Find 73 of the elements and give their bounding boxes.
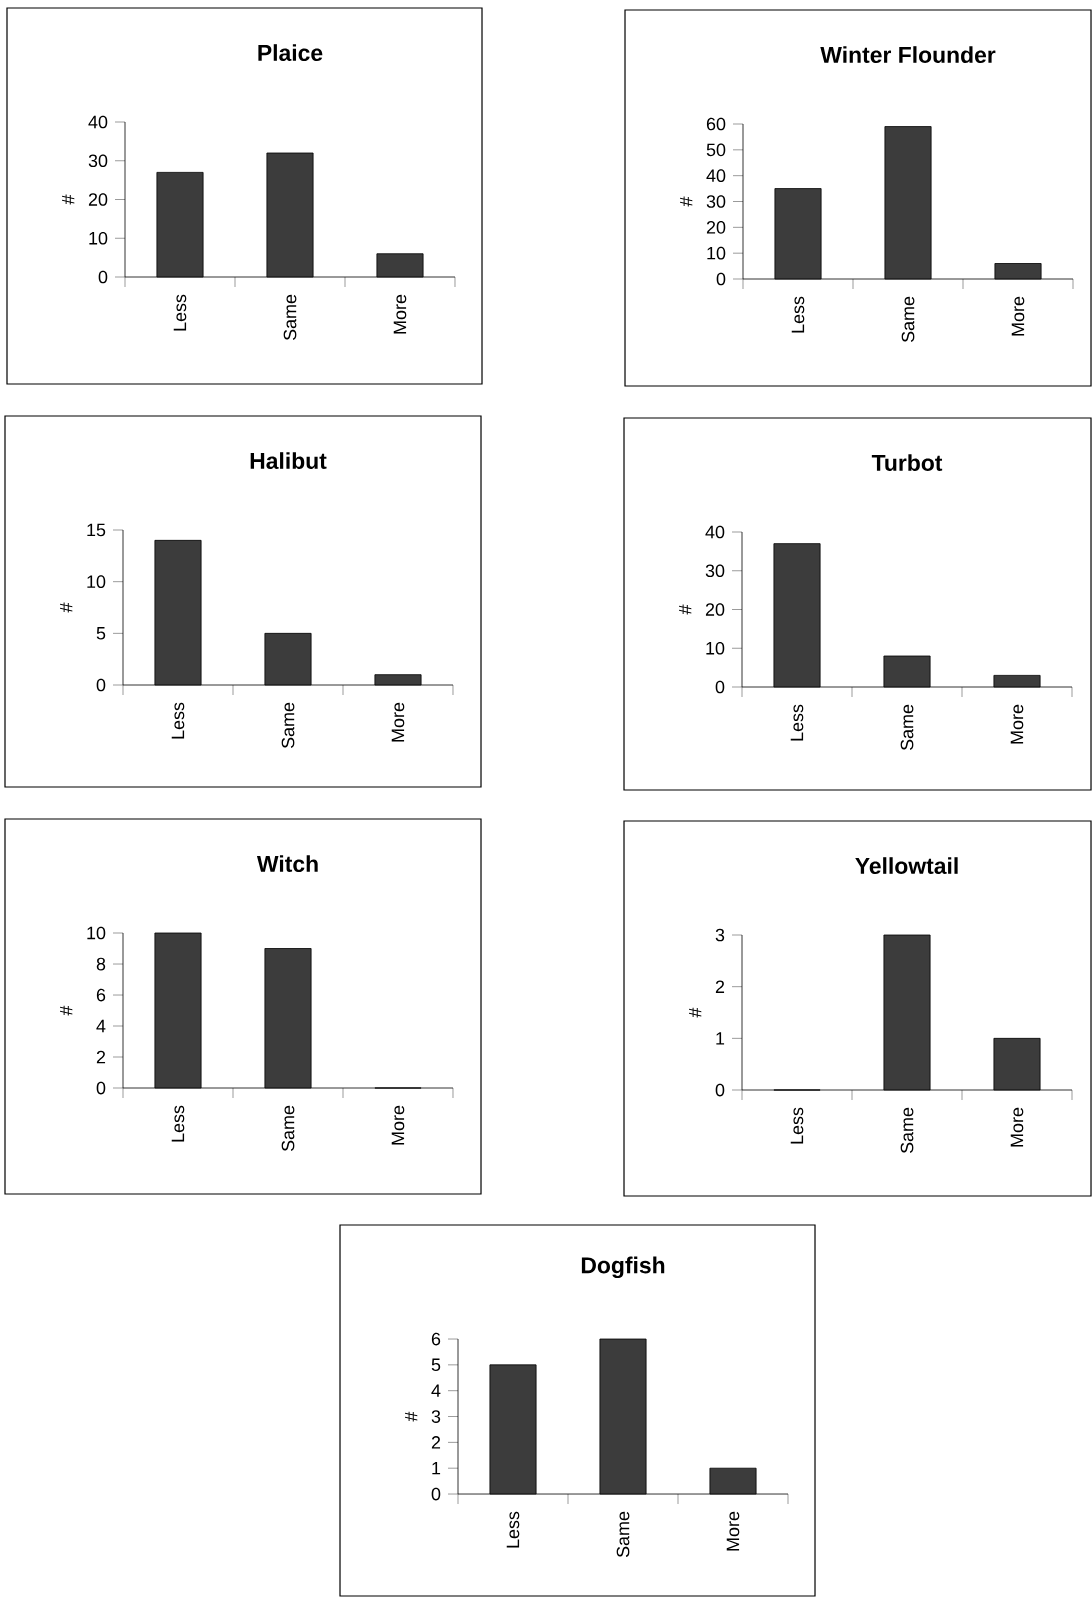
chart-title: Witch bbox=[256, 855, 318, 873]
x-tick-label: Less bbox=[790, 704, 804, 741]
x-tick-label: Less bbox=[790, 1107, 804, 1144]
y-tick-label: 6 bbox=[431, 1332, 441, 1346]
y-tick-label: 0 bbox=[98, 270, 108, 284]
x-tick-label: Less bbox=[171, 1105, 185, 1142]
y-tick-label: 4 bbox=[96, 1019, 106, 1033]
y-tick-label: 10 bbox=[87, 575, 106, 589]
y-tick-label: 3 bbox=[431, 1410, 441, 1423]
x-tick-label: Same bbox=[283, 294, 297, 341]
y-tick-label: 6 bbox=[96, 988, 106, 1002]
x-tick-label: Less bbox=[791, 296, 805, 333]
x-tick-label: Less bbox=[506, 1511, 520, 1548]
y-tick-label: 2 bbox=[431, 1436, 441, 1449]
x-tick-label: Same bbox=[900, 704, 914, 751]
y-tick-label: 2 bbox=[96, 1050, 106, 1064]
y-tick-label: 3 bbox=[715, 928, 725, 942]
y-tick-label: 40 bbox=[705, 525, 725, 539]
chart-title: Plaice bbox=[258, 44, 323, 61]
y-tick-label: 0 bbox=[716, 272, 726, 286]
y-tick-label: 60 bbox=[706, 117, 726, 131]
y-tick-label: 10 bbox=[89, 231, 108, 245]
y-tick-label: 10 bbox=[87, 926, 106, 940]
x-tick-label: Same bbox=[900, 1107, 914, 1154]
x-tick-label: Same bbox=[281, 702, 295, 749]
y-tick-label: 30 bbox=[88, 154, 108, 168]
y-axis-title: # bbox=[60, 1005, 73, 1016]
x-tick-label: Less bbox=[171, 702, 185, 739]
y-tick-label: 0 bbox=[715, 1083, 725, 1097]
y-axis-title: # bbox=[680, 196, 693, 207]
y-tick-label: 0 bbox=[96, 678, 106, 692]
y-axis-title: # bbox=[689, 1007, 702, 1018]
x-tick-label: Same bbox=[901, 296, 915, 343]
x-tick-label: More bbox=[391, 702, 405, 742]
x-tick-label: More bbox=[391, 1105, 405, 1145]
chart-title: Dogfish bbox=[581, 1256, 665, 1279]
y-tick-label: 30 bbox=[705, 564, 725, 578]
y-tick-label: 40 bbox=[706, 169, 726, 183]
x-tick-label: Same bbox=[281, 1105, 295, 1152]
y-tick-label: 50 bbox=[706, 143, 726, 157]
y-tick-label: 1 bbox=[716, 1032, 725, 1045]
x-tick-label: Less bbox=[173, 294, 187, 331]
x-tick-label: Same bbox=[616, 1511, 630, 1558]
y-tick-label: 40 bbox=[88, 115, 108, 129]
y-tick-label: 0 bbox=[96, 1081, 106, 1095]
y-tick-label: 2 bbox=[715, 980, 725, 993]
y-tick-label: 8 bbox=[96, 957, 106, 971]
y-tick-label: 0 bbox=[431, 1487, 441, 1501]
y-tick-label: 15 bbox=[87, 523, 106, 537]
y-axis-title: # bbox=[62, 194, 75, 205]
x-tick-label: More bbox=[393, 294, 407, 334]
x-tick-label: More bbox=[726, 1511, 740, 1551]
y-tick-label: 5 bbox=[431, 1358, 441, 1372]
chart-title: Turbot bbox=[871, 454, 943, 472]
y-tick-label: 5 bbox=[96, 627, 106, 640]
x-tick-label: More bbox=[1011, 296, 1025, 336]
y-tick-label: 30 bbox=[706, 195, 726, 208]
y-tick-label: 20 bbox=[705, 603, 725, 616]
y-tick-label: 20 bbox=[706, 220, 726, 234]
x-tick-label: More bbox=[1010, 704, 1024, 744]
y-axis-title: # bbox=[60, 602, 73, 613]
chart-title: Halibut bbox=[250, 452, 327, 470]
chart-title: Winter Flounder bbox=[820, 46, 996, 63]
y-tick-label: 10 bbox=[707, 246, 726, 260]
y-tick-label: 0 bbox=[715, 680, 725, 694]
y-axis-title: # bbox=[679, 604, 692, 615]
y-tick-label: 1 bbox=[432, 1462, 441, 1475]
y-tick-label: 20 bbox=[88, 193, 108, 206]
y-axis-title: # bbox=[405, 1411, 418, 1422]
y-tick-label: 4 bbox=[431, 1384, 441, 1397]
x-tick-label: More bbox=[1010, 1107, 1024, 1147]
y-tick-label: 10 bbox=[706, 641, 725, 655]
chart-title: Yellowtail bbox=[855, 857, 958, 875]
